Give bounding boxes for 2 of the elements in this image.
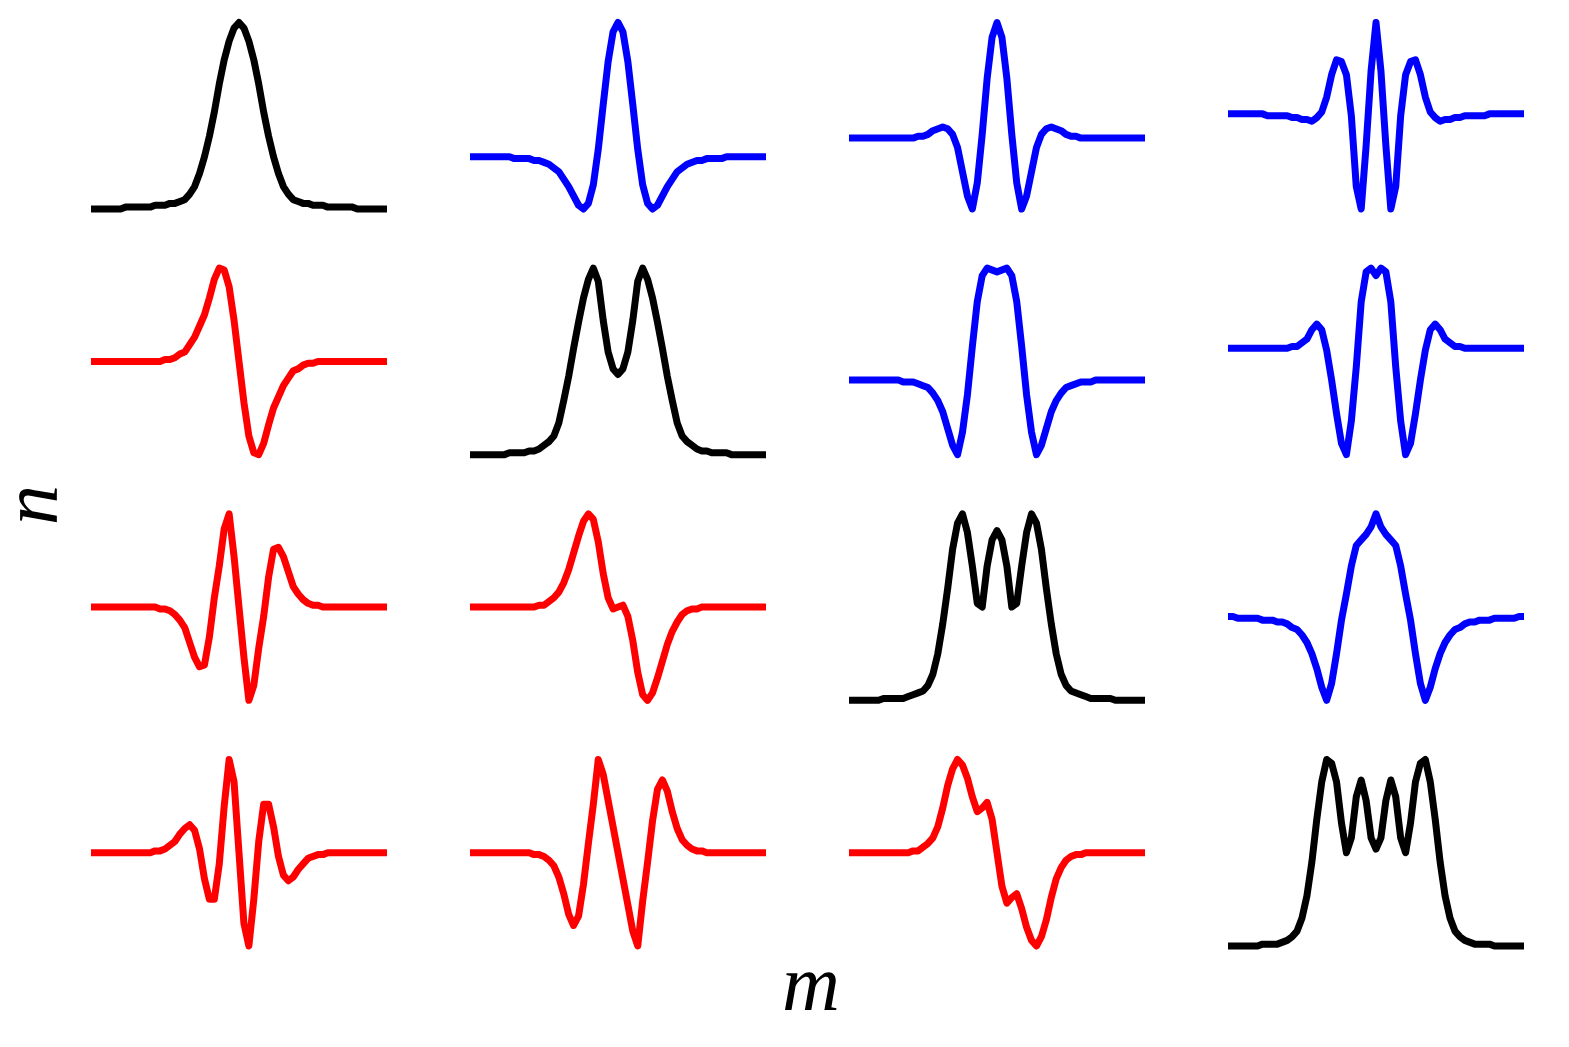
y-axis-title: n [19,488,57,523]
x-axis-title: m [784,972,837,1010]
